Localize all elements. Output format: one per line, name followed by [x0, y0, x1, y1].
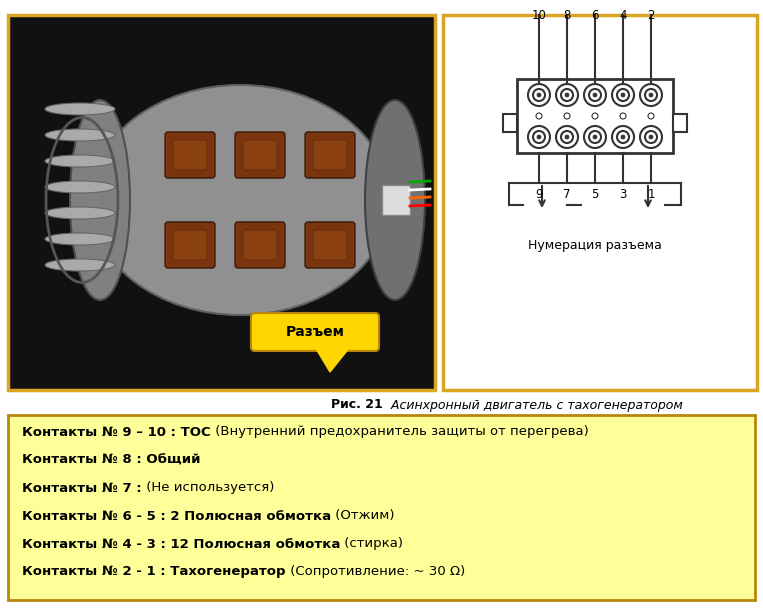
Text: (стирка): (стирка) [340, 538, 404, 550]
Circle shape [620, 113, 626, 119]
FancyBboxPatch shape [382, 185, 410, 215]
Text: Контакты № 9 – 10 : ТОС: Контакты № 9 – 10 : ТОС [22, 426, 211, 438]
Circle shape [556, 126, 578, 148]
FancyBboxPatch shape [165, 222, 215, 268]
FancyBboxPatch shape [673, 114, 687, 132]
Circle shape [645, 89, 657, 101]
Text: 4: 4 [620, 9, 626, 22]
Circle shape [528, 126, 550, 148]
Text: Разъем: Разъем [285, 325, 344, 339]
Circle shape [593, 93, 597, 97]
Circle shape [561, 89, 573, 101]
Circle shape [612, 126, 634, 148]
Circle shape [556, 84, 578, 106]
Text: (Сопротивление: ~ 30 Ω): (Сопротивление: ~ 30 Ω) [285, 566, 465, 579]
Text: Контакты № 6 - 5 : 2 Полюсная обмотка: Контакты № 6 - 5 : 2 Полюсная обмотка [22, 509, 331, 523]
Text: 10: 10 [532, 9, 546, 22]
Circle shape [640, 84, 662, 106]
FancyBboxPatch shape [503, 114, 517, 132]
Text: Контакты № 8 : Общий: Контакты № 8 : Общий [22, 453, 201, 467]
FancyBboxPatch shape [443, 15, 757, 390]
FancyBboxPatch shape [305, 222, 355, 268]
Circle shape [584, 84, 606, 106]
Text: Нумерация разъема: Нумерация разъема [528, 239, 662, 252]
Circle shape [649, 93, 653, 97]
Text: (Внутренний предохранитель защиты от перегрева): (Внутренний предохранитель защиты от пер… [211, 426, 588, 438]
Text: 3: 3 [620, 188, 626, 201]
Circle shape [649, 135, 653, 139]
Circle shape [564, 113, 570, 119]
Ellipse shape [45, 259, 115, 271]
Polygon shape [315, 347, 350, 372]
FancyBboxPatch shape [243, 230, 277, 260]
Circle shape [537, 135, 541, 139]
Ellipse shape [45, 233, 115, 245]
Circle shape [648, 113, 654, 119]
Circle shape [592, 113, 598, 119]
Text: 5: 5 [591, 188, 599, 201]
Circle shape [617, 131, 629, 143]
Circle shape [640, 126, 662, 148]
Circle shape [565, 93, 569, 97]
Text: 9: 9 [536, 188, 542, 201]
Circle shape [589, 89, 601, 101]
Ellipse shape [45, 155, 115, 167]
Circle shape [533, 89, 545, 101]
Ellipse shape [90, 85, 390, 315]
Circle shape [621, 135, 625, 139]
Text: 2: 2 [647, 9, 655, 22]
Ellipse shape [45, 129, 115, 141]
FancyBboxPatch shape [173, 230, 207, 260]
FancyBboxPatch shape [313, 230, 347, 260]
Circle shape [533, 131, 545, 143]
Ellipse shape [45, 103, 115, 115]
Text: (Не используется): (Не используется) [142, 482, 274, 494]
Ellipse shape [70, 100, 130, 300]
Text: 7: 7 [563, 188, 571, 201]
FancyBboxPatch shape [165, 132, 215, 178]
Text: 8: 8 [563, 9, 571, 22]
Text: 1: 1 [647, 188, 655, 201]
Text: Контакты № 2 - 1 : Тахогенератор: Контакты № 2 - 1 : Тахогенератор [22, 566, 285, 579]
Text: 6: 6 [591, 9, 599, 22]
Text: Рис. 21: Рис. 21 [331, 399, 383, 411]
FancyBboxPatch shape [173, 140, 207, 170]
FancyBboxPatch shape [235, 222, 285, 268]
Ellipse shape [45, 181, 115, 193]
Circle shape [612, 84, 634, 106]
FancyBboxPatch shape [243, 140, 277, 170]
Circle shape [645, 131, 657, 143]
Circle shape [528, 84, 550, 106]
Text: (Отжим): (Отжим) [331, 509, 394, 523]
Circle shape [621, 93, 625, 97]
Circle shape [565, 135, 569, 139]
Ellipse shape [45, 207, 115, 219]
Circle shape [593, 135, 597, 139]
FancyBboxPatch shape [8, 415, 755, 600]
Circle shape [536, 113, 542, 119]
FancyBboxPatch shape [235, 132, 285, 178]
Text: Контакты № 4 - 3 : 12 Полюсная обмотка: Контакты № 4 - 3 : 12 Полюсная обмотка [22, 538, 340, 550]
Circle shape [584, 126, 606, 148]
FancyBboxPatch shape [251, 313, 379, 351]
Circle shape [589, 131, 601, 143]
Circle shape [617, 89, 629, 101]
FancyBboxPatch shape [8, 15, 435, 390]
FancyBboxPatch shape [305, 132, 355, 178]
Circle shape [537, 93, 541, 97]
Text: Асинхронный двигатель с тахогенератором: Асинхронный двигатель с тахогенератором [387, 399, 683, 411]
Circle shape [561, 131, 573, 143]
Ellipse shape [365, 100, 425, 300]
Text: Контакты № 7 :: Контакты № 7 : [22, 482, 142, 494]
FancyBboxPatch shape [517, 79, 673, 153]
FancyBboxPatch shape [313, 140, 347, 170]
